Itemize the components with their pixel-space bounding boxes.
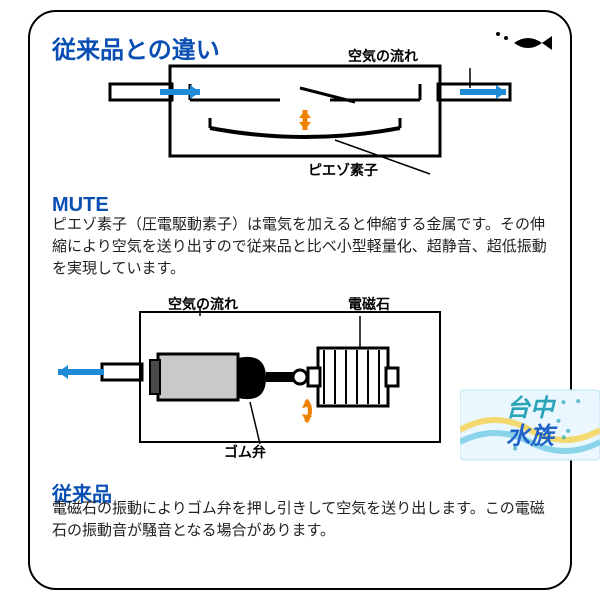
mute-description: ピエゾ素子（圧電駆動素子）は電気を加えると伸縮する金属です。その伸縮により空気を… [52, 214, 552, 279]
fish-icon [492, 28, 552, 58]
diagram-conventional [40, 290, 540, 470]
diagram-mute [40, 52, 540, 222]
label-piezo: ピエゾ素子 [308, 160, 378, 180]
label-electromagnet: 電磁石 [348, 294, 390, 314]
label-airflow-1: 空気の流れ [348, 46, 418, 66]
label-airflow-2: 空気の流れ [168, 294, 238, 314]
info-card: 従来品との違い MUTE ピエゾ素子（圧電駆動素子）は電気を加えると伸縮する金属… [28, 10, 572, 590]
conventional-description: 電磁石の振動によりゴム弁を押し引きして空気を送り出します。この電磁石の振動音が騒… [52, 498, 552, 542]
label-valve: ゴム弁 [224, 442, 266, 462]
